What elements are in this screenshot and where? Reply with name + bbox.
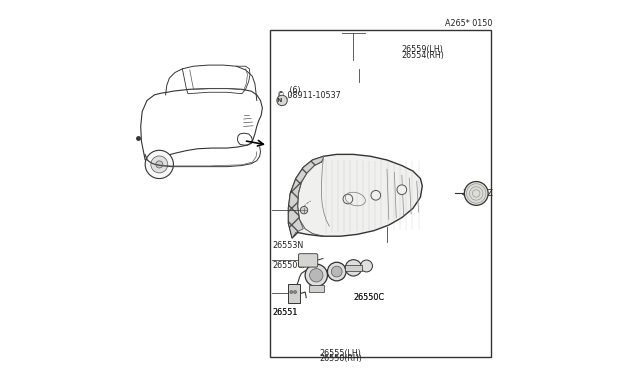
Circle shape xyxy=(151,156,168,173)
Circle shape xyxy=(156,161,163,168)
Circle shape xyxy=(346,260,362,276)
Bar xyxy=(270,30,491,357)
Text: 26555(LH): 26555(LH) xyxy=(319,349,362,358)
Text: 26559(LH): 26559(LH) xyxy=(402,45,444,54)
Text: (6): (6) xyxy=(277,86,301,94)
Circle shape xyxy=(343,194,353,204)
Text: 26550(RH): 26550(RH) xyxy=(319,355,362,363)
Circle shape xyxy=(397,185,406,195)
FancyBboxPatch shape xyxy=(298,254,318,267)
Text: 26550C: 26550C xyxy=(353,293,385,302)
Text: 26551: 26551 xyxy=(273,308,298,317)
Bar xyxy=(309,285,324,292)
Circle shape xyxy=(328,262,346,281)
Bar xyxy=(346,265,362,271)
Polygon shape xyxy=(289,154,422,238)
Polygon shape xyxy=(289,156,324,238)
Circle shape xyxy=(310,269,323,282)
Text: 26550Z: 26550Z xyxy=(462,189,493,198)
Circle shape xyxy=(305,264,328,286)
Circle shape xyxy=(332,266,342,277)
Circle shape xyxy=(371,190,381,200)
Circle shape xyxy=(294,291,296,294)
Circle shape xyxy=(290,291,293,294)
Circle shape xyxy=(300,206,308,214)
Circle shape xyxy=(465,182,488,205)
Text: 26553N: 26553N xyxy=(273,241,304,250)
Circle shape xyxy=(145,150,173,179)
Text: N: N xyxy=(276,98,282,103)
Text: 26550C: 26550C xyxy=(353,293,385,302)
Circle shape xyxy=(360,260,372,272)
Text: 26551: 26551 xyxy=(273,308,298,317)
Text: 26550CA: 26550CA xyxy=(273,262,309,270)
Text: 26554(RH): 26554(RH) xyxy=(402,51,445,60)
Text: A265* 0150: A265* 0150 xyxy=(445,19,492,28)
Text: © 08911-10537: © 08911-10537 xyxy=(277,92,341,100)
Circle shape xyxy=(277,95,287,106)
FancyBboxPatch shape xyxy=(287,284,300,303)
